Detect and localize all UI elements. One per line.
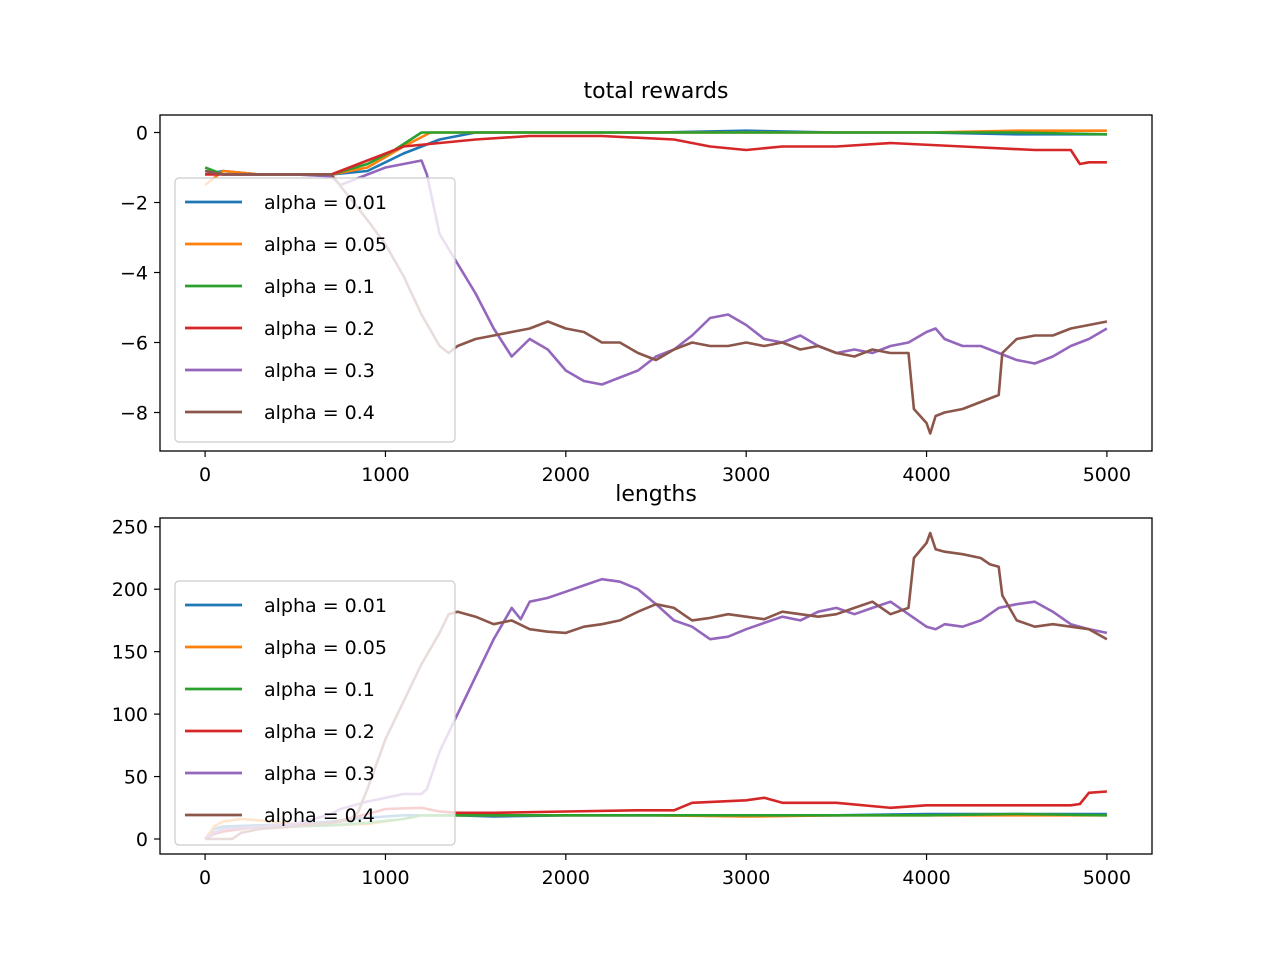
rewards-x-tick-label: 1000	[361, 464, 409, 486]
lengths-legend-label-2: alpha = 0.1	[264, 679, 375, 701]
rewards-x-tick-label: 3000	[722, 464, 770, 486]
lengths-x-tick-label: 3000	[722, 867, 770, 889]
rewards-x-tick-label: 2000	[542, 464, 590, 486]
rewards-legend-label-2: alpha = 0.1	[264, 276, 375, 298]
lengths-x-tick-label: 2000	[542, 867, 590, 889]
rewards-x-tick-label: 0	[199, 464, 211, 486]
rewards-legend: alpha = 0.01 alpha = 0.05 alpha = 0.1 alpha…	[174, 177, 456, 443]
rewards-x-tick-label: 4000	[902, 464, 950, 486]
rewards-chart: 0 1000 2000 3000 4000 5000 0 −2 −4 −6 −8 total rew…	[120, 79, 1153, 487]
lengths-axes-frame	[159, 517, 1153, 855]
lengths-chart: 0 1000 2000 3000 4000 5000 0 50 100 150 200 250 len…	[112, 482, 1153, 889]
rewards-plot-area	[159, 114, 1153, 452]
rewards-x-tick-label: 5000	[1083, 464, 1131, 486]
lengths-x-tick-label: 4000	[902, 867, 950, 889]
rewards-series-line-4	[204, 159, 1108, 386]
lengths-legend-label-5: alpha = 0.4	[264, 805, 375, 827]
lengths-y-tick-label: 0	[136, 829, 148, 851]
lengths-legend-label-1: alpha = 0.05	[264, 637, 387, 659]
lengths-y-tick-label: 150	[112, 642, 148, 664]
lengths-legend-box	[174, 580, 456, 846]
rewards-y-tick-label: −8	[120, 403, 148, 425]
rewards-legend-box	[174, 177, 456, 443]
lengths-y-tick-label: 50	[124, 767, 148, 789]
rewards-y-tick-label: −6	[120, 333, 148, 355]
lengths-x-tick-label: 5000	[1083, 867, 1131, 889]
lengths-legend-label-4: alpha = 0.3	[264, 763, 375, 785]
lengths-y-tick-label: 250	[112, 517, 148, 539]
lengths-legend: alpha = 0.01 alpha = 0.05 alpha = 0.1 alpha…	[174, 580, 456, 846]
lengths-legend-label-0: alpha = 0.01	[264, 595, 387, 617]
rewards-y-tick-label: −2	[120, 193, 148, 215]
rewards-chart-title: total rewards	[584, 79, 729, 104]
rewards-legend-label-3: alpha = 0.2	[264, 318, 375, 340]
rewards-legend-label-4: alpha = 0.3	[264, 360, 375, 382]
lengths-axes: 0 1000 2000 3000 4000 5000 0 50 100 150 200 250	[112, 517, 1131, 889]
lengths-y-tick-label: 100	[112, 704, 148, 726]
lengths-x-tick-label: 0	[199, 867, 211, 889]
lengths-x-tick-label: 1000	[361, 867, 409, 889]
rewards-y-tick-label: −4	[120, 263, 148, 285]
rewards-legend-label-0: alpha = 0.01	[264, 192, 387, 214]
lengths-y-tick-label: 200	[112, 579, 148, 601]
lengths-legend-label-3: alpha = 0.2	[264, 721, 375, 743]
lengths-chart-title: lengths	[615, 482, 697, 507]
rewards-axes-frame	[159, 114, 1153, 452]
rewards-legend-label-1: alpha = 0.05	[264, 234, 387, 256]
rewards-legend-label-5: alpha = 0.4	[264, 402, 375, 424]
rewards-y-tick-label: 0	[136, 123, 148, 145]
rewards-axes: 0 1000 2000 3000 4000 5000 0 −2 −4 −6 −8	[120, 123, 1131, 487]
